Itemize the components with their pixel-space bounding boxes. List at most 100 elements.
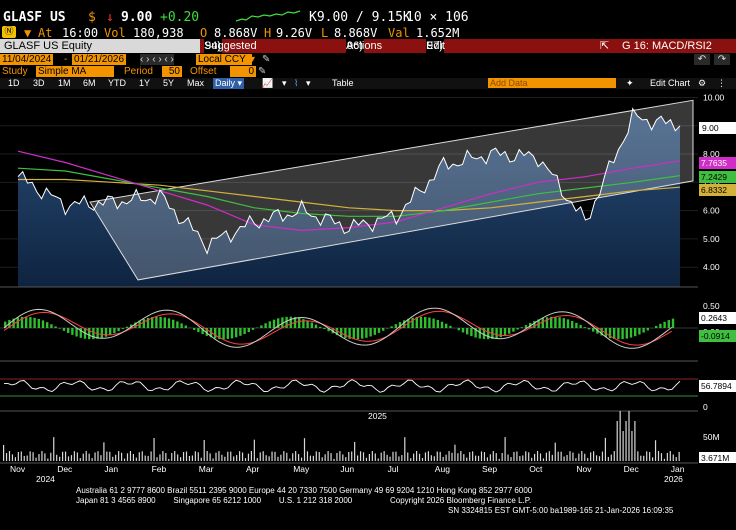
volume-bar <box>652 457 654 461</box>
undo-icon[interactable]: ↶ <box>694 54 710 65</box>
volume-bar <box>306 451 309 461</box>
macd-histogram-bar <box>159 316 162 328</box>
macd-histogram-bar <box>558 317 561 328</box>
macd-histogram-bar <box>592 328 595 332</box>
macd-histogram-bar <box>272 319 276 328</box>
macd-histogram-bar <box>281 317 284 328</box>
pin-icon[interactable]: ✦ <box>626 78 634 88</box>
pencil-icon[interactable]: ✎ <box>258 66 267 77</box>
export-icon[interactable]: ⇱ <box>600 40 610 52</box>
macd-value-tag: 0.2643 <box>699 312 736 324</box>
start-date-field[interactable]: 11/04/2024 <box>0 54 54 65</box>
volume-bar <box>362 452 365 461</box>
volume-bar <box>404 437 406 461</box>
volume-bar <box>483 452 486 461</box>
range-5y[interactable]: 5Y <box>163 78 175 88</box>
ticker: GLASF US <box>3 10 66 25</box>
macd-histogram-bar <box>478 328 481 339</box>
range-1d[interactable]: 1D <box>8 78 20 88</box>
range-1y[interactable]: 1Y <box>139 78 151 88</box>
macd-histogram-bar <box>33 317 36 328</box>
macd-histogram-bar <box>340 328 343 337</box>
frequency-select[interactable]: Daily ▾ <box>213 78 245 89</box>
volume-bar <box>29 451 31 461</box>
volume-bar <box>76 452 78 461</box>
date-step-buttons[interactable]: ‹ › ‹ › ‹ › <box>140 54 174 65</box>
volume-bar <box>91 458 93 461</box>
settings-icon[interactable]: ⚙ <box>698 78 707 88</box>
more-icon[interactable]: ⋮ <box>717 78 726 88</box>
sparkline-icon <box>236 10 301 22</box>
range-3d[interactable]: 3D <box>33 78 45 88</box>
volume-bar <box>660 453 663 461</box>
line-style-dropdown-icon[interactable]: ▾ <box>306 78 311 88</box>
year-2025: 2025 <box>368 411 387 421</box>
volume-bar <box>289 458 291 461</box>
macd-histogram-bar <box>377 328 381 333</box>
table-button[interactable]: Table <box>332 78 354 88</box>
currency-dropdown-icon[interactable]: ▾ <box>250 54 256 65</box>
rsi-tick-1: 0 <box>703 402 708 412</box>
volume-bar <box>475 455 477 461</box>
macd-histogram-bar <box>575 322 578 328</box>
volume-bar <box>53 437 55 461</box>
macd-histogram-bar <box>155 316 158 328</box>
macd-histogram-bar <box>608 328 612 339</box>
volume-bar <box>563 456 565 461</box>
ma3-line <box>18 178 681 212</box>
macd-histogram-bar <box>428 317 431 328</box>
macd-histogram-bar <box>659 323 662 328</box>
volume-bar <box>239 451 241 461</box>
candles-icon[interactable]: ▾ <box>282 78 287 88</box>
security-field[interactable]: GLASF US Equity <box>0 39 200 53</box>
volume-bar <box>631 431 633 461</box>
volume-bar <box>539 453 542 461</box>
chart-type-icon[interactable]: 📈 <box>262 78 274 88</box>
volume-bar <box>103 442 105 461</box>
price-tick: 8.00 <box>703 149 720 159</box>
macd-histogram-bar <box>218 328 221 340</box>
volume-bar <box>531 457 533 461</box>
price-tick: 6.00 <box>703 206 720 216</box>
line-style-icon[interactable]: ⌇ <box>294 78 299 88</box>
volume-bar <box>649 452 651 461</box>
macd-histogram-bar <box>117 328 120 332</box>
volume-bar <box>380 452 382 461</box>
month-label: Oct <box>529 464 543 474</box>
volume-bar <box>230 451 232 461</box>
volume-bar <box>115 454 117 461</box>
macd-histogram-bar <box>125 326 129 328</box>
macd-histogram-bar <box>625 328 628 339</box>
end-date-field[interactable]: 01/21/2026 <box>72 54 127 65</box>
period-field[interactable]: 50 <box>162 66 182 77</box>
range-max[interactable]: Max <box>187 78 205 88</box>
ma1-label: 7.7635 <box>701 158 727 168</box>
currency-field[interactable]: Local CCY <box>196 54 252 65</box>
bid-ask-size: 10 × 106 <box>406 10 469 25</box>
range-1m[interactable]: 1M <box>58 78 71 88</box>
macd-histogram-bar <box>554 316 557 328</box>
range-6m[interactable]: 6M <box>83 78 96 88</box>
trend-channel[interactable] <box>89 99 694 281</box>
volume-bar <box>174 451 176 461</box>
chart-area[interactable]: 10.009.008.007.006.005.004.00 9.00 7.763… <box>0 89 736 484</box>
volume-bar <box>280 454 282 461</box>
study-select[interactable]: Simple MA <box>36 66 114 77</box>
volume-bar <box>268 456 270 461</box>
macd-histogram-bar <box>449 325 452 328</box>
volume-bar <box>654 440 657 461</box>
macd-histogram-bar <box>230 328 234 339</box>
volume-bar <box>486 457 488 461</box>
news-flag-icon[interactable]: Ⓝ <box>2 26 16 38</box>
volume-bar <box>339 451 341 461</box>
volume-bar <box>507 454 509 461</box>
edit-chart-button[interactable]: Edit Chart <box>650 78 691 88</box>
rsi-value-tag: 56.7894 <box>699 380 736 392</box>
month-label: Feb <box>152 464 167 474</box>
range-ytd[interactable]: YTD <box>108 78 126 88</box>
volume-bar <box>401 455 403 461</box>
redo-icon[interactable]: ↷ <box>714 54 730 65</box>
offset-field[interactable]: 0 <box>230 66 256 77</box>
add-data-field[interactable]: Add Data <box>488 78 616 88</box>
pencil-icon[interactable]: ✎ <box>262 54 271 65</box>
